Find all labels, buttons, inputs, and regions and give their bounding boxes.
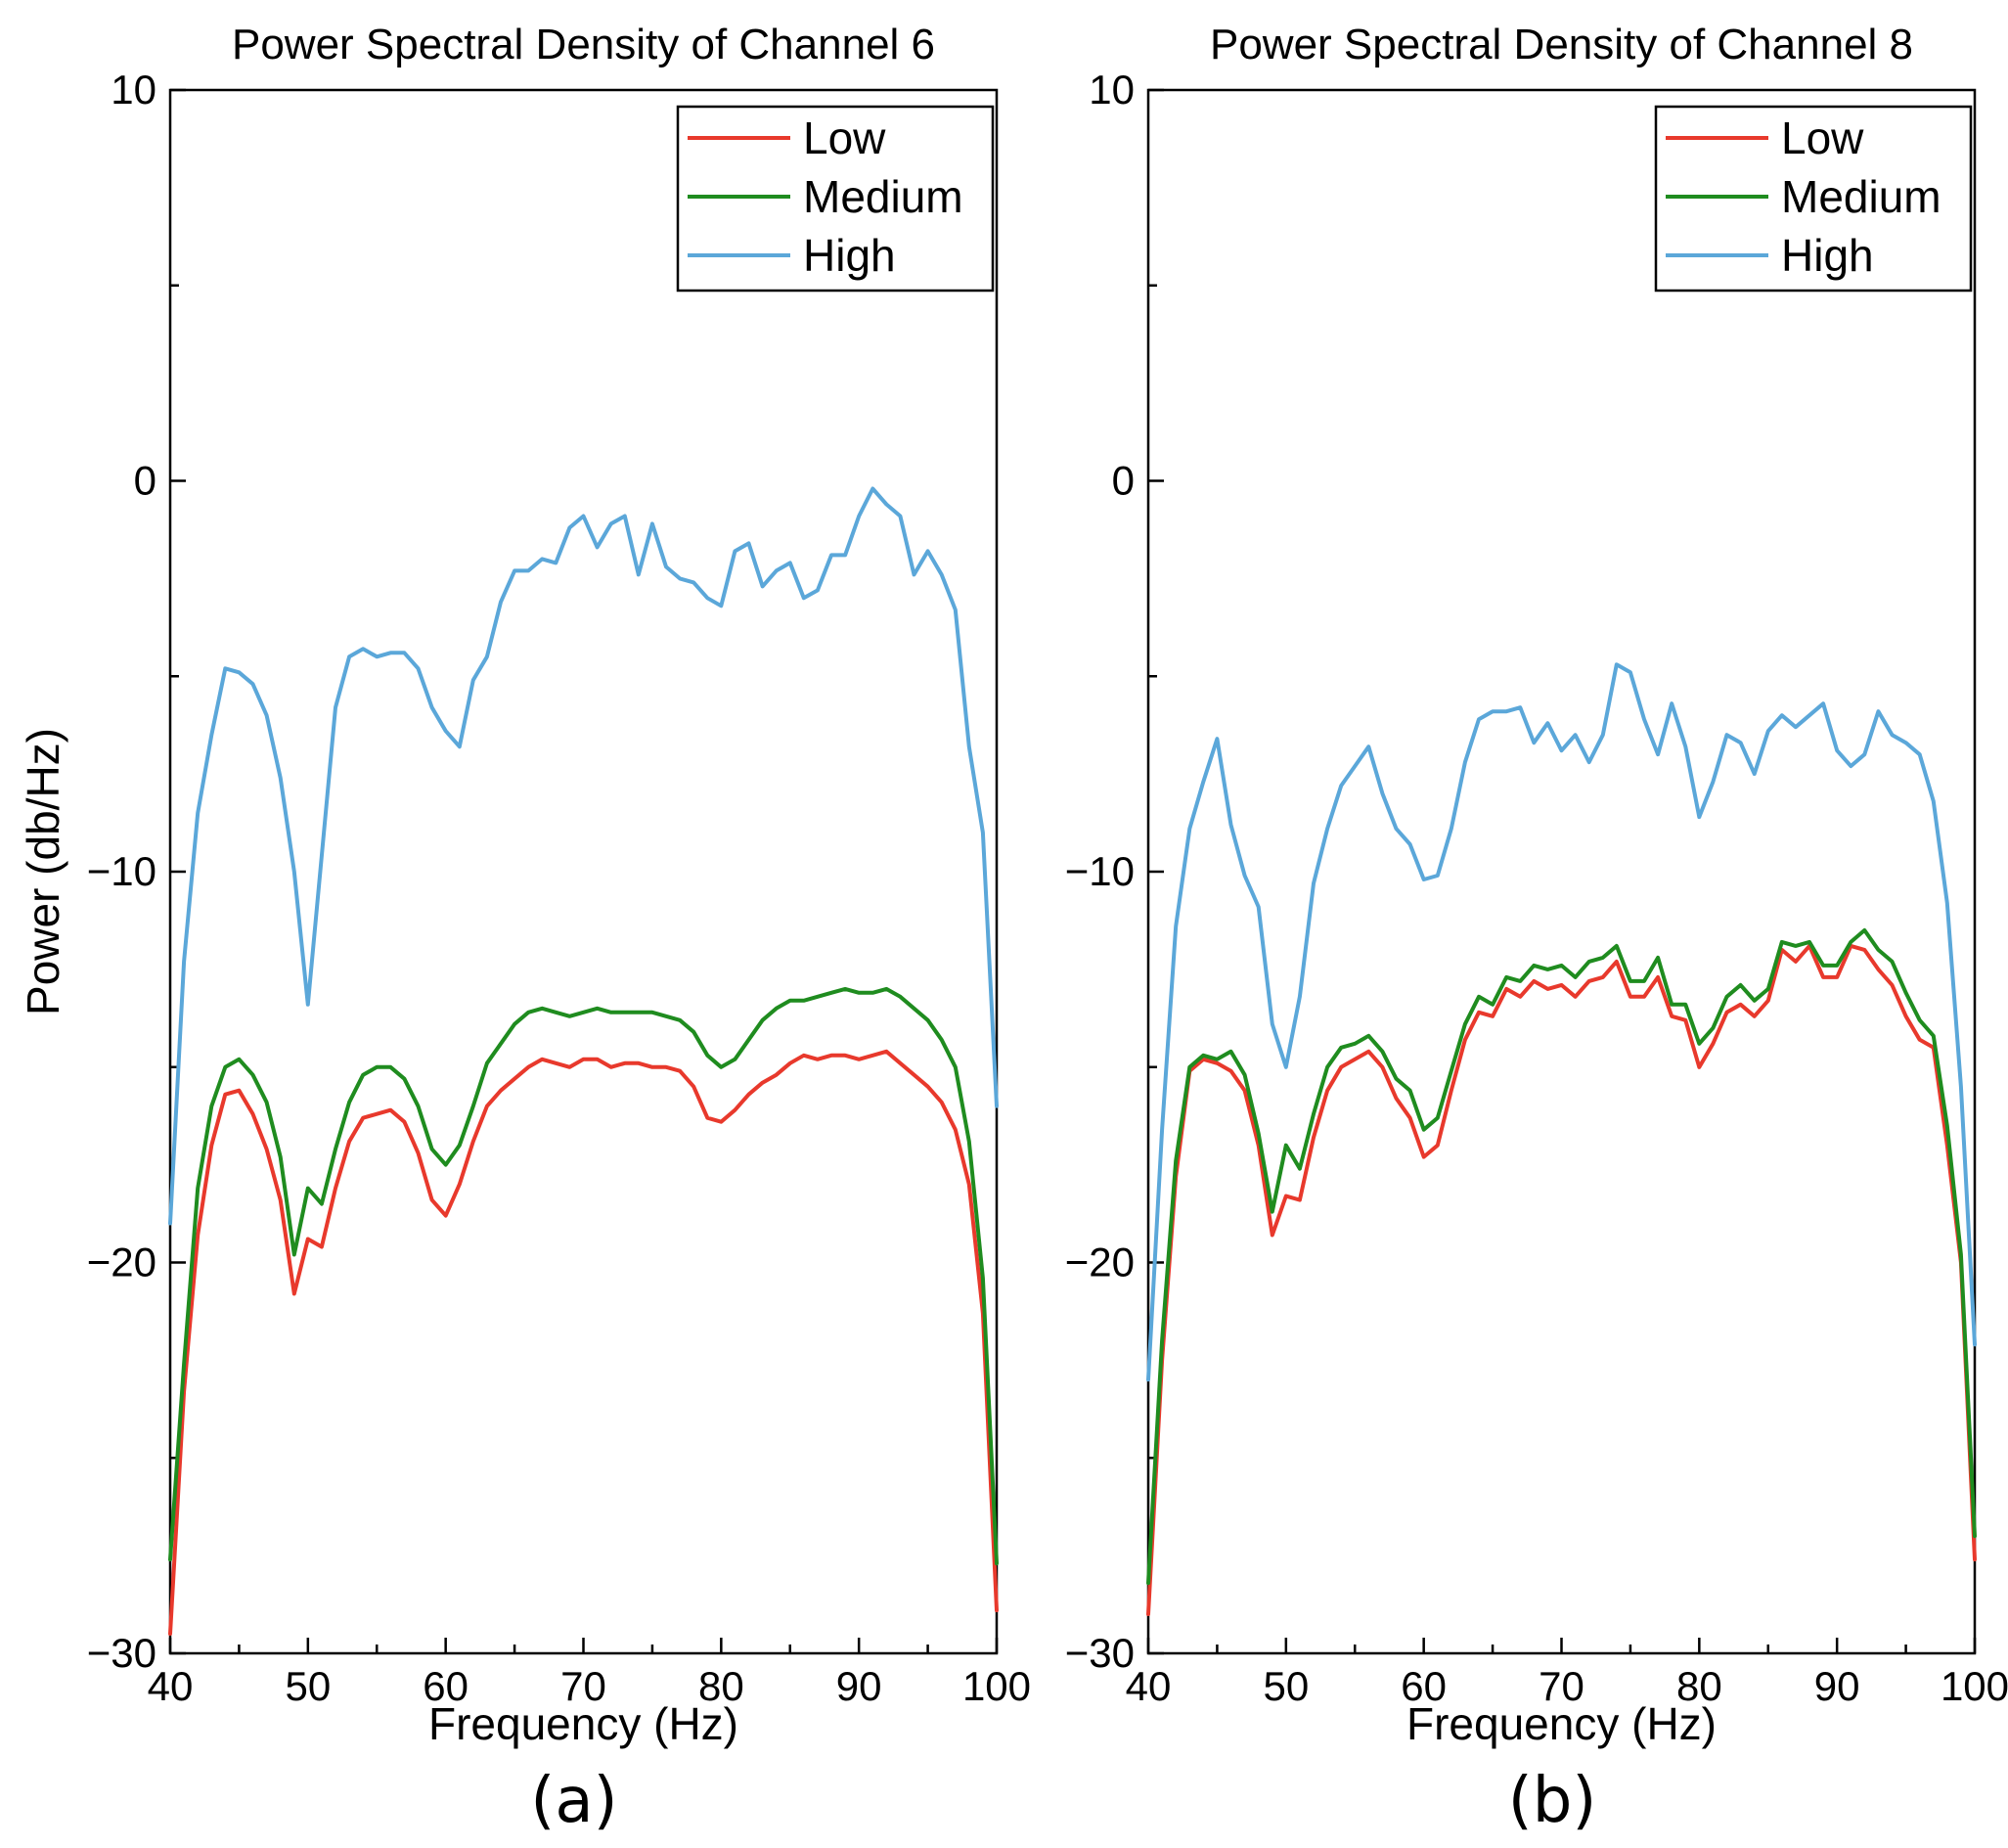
x-tick-label: 80 (1676, 1663, 1722, 1709)
y-tick-label: −10 (87, 848, 156, 894)
x-tick-label: 90 (1814, 1663, 1860, 1709)
panel-label: (a) (530, 1765, 617, 1837)
series-line-medium (168, 986, 999, 1566)
x-axis-label: Frequency (Hz) (428, 1698, 738, 1749)
series-line-high (1146, 662, 1977, 1382)
y-tick-label: −10 (1065, 848, 1135, 894)
legend-label-medium: Medium (803, 171, 963, 222)
y-tick-label: 10 (1089, 67, 1135, 113)
x-tick-label: 80 (698, 1663, 744, 1709)
series-line-low (168, 1049, 999, 1636)
x-tick-label: 50 (1263, 1663, 1309, 1709)
legend: Low Medium High (676, 105, 995, 293)
x-tick-label: 90 (836, 1663, 882, 1709)
legend: Low Medium High (1654, 105, 1973, 293)
legend-label-low: Low (1781, 113, 1864, 163)
x-tick-label: 60 (1401, 1663, 1447, 1709)
x-tick-label: 40 (1126, 1663, 1172, 1709)
legend-label-low: Low (803, 113, 886, 163)
chart-panel-1: Power Spectral Density of Channel 6 40 50 6… (18, 21, 1031, 1837)
series-line-high (168, 486, 999, 1226)
panel-label: (b) (1508, 1765, 1597, 1837)
x-tick-label: 70 (560, 1663, 606, 1709)
y-tick-label: 10 (111, 67, 156, 113)
x-tick-label: 50 (285, 1663, 331, 1709)
x-tick-label: 40 (148, 1663, 194, 1709)
y-tick-label: 0 (134, 458, 156, 504)
x-tick-label: 60 (423, 1663, 469, 1709)
y-tick-label: −30 (1065, 1630, 1135, 1676)
chart-panel-2: Power Spectral Density of Channel 8 40 50 6… (1065, 21, 2008, 1837)
legend-label-high: High (1781, 230, 1874, 281)
plot-frame (1146, 88, 1977, 1655)
y-tick-label: −20 (87, 1240, 156, 1285)
x-tick-label: 70 (1539, 1663, 1584, 1709)
series-line-low (1146, 943, 1977, 1616)
x-axis-label: Frequency (Hz) (1406, 1698, 1717, 1749)
series-line-medium (1146, 927, 1977, 1586)
chart-title: Power Spectral Density of Channel 6 (232, 21, 935, 68)
x-tick-label: 100 (1941, 1663, 2008, 1709)
y-tick-label: −30 (87, 1630, 156, 1676)
y-axis-label: Power (db/Hz) (18, 728, 68, 1015)
y-tick-label: −20 (1065, 1240, 1135, 1285)
y-tick-label: 0 (1112, 458, 1135, 504)
chart-title: Power Spectral Density of Channel 8 (1210, 21, 1913, 68)
x-tick-label: 100 (962, 1663, 1031, 1709)
legend-label-medium: Medium (1781, 171, 1941, 222)
legend-label-high: High (803, 230, 896, 281)
